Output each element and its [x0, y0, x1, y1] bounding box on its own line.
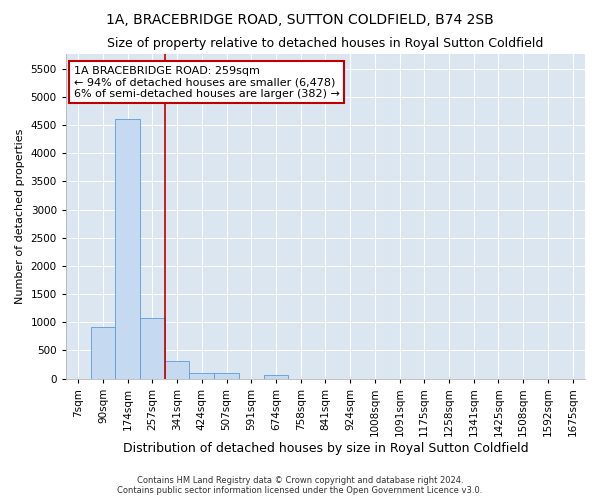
- Bar: [91, 327, 115, 378]
- X-axis label: Distribution of detached houses by size in Royal Sutton Coldfield: Distribution of detached houses by size …: [122, 442, 528, 455]
- Bar: [115, 120, 140, 378]
- Text: Contains HM Land Registry data © Crown copyright and database right 2024.
Contai: Contains HM Land Registry data © Crown c…: [118, 476, 482, 495]
- Title: Size of property relative to detached houses in Royal Sutton Coldfield: Size of property relative to detached ho…: [107, 38, 544, 51]
- Text: 1A, BRACEBRIDGE ROAD, SUTTON COLDFIELD, B74 2SB: 1A, BRACEBRIDGE ROAD, SUTTON COLDFIELD, …: [106, 12, 494, 26]
- Y-axis label: Number of detached properties: Number of detached properties: [15, 129, 25, 304]
- Bar: [140, 318, 165, 378]
- Bar: [263, 376, 289, 378]
- Text: 1A BRACEBRIDGE ROAD: 259sqm
← 94% of detached houses are smaller (6,478)
6% of s: 1A BRACEBRIDGE ROAD: 259sqm ← 94% of det…: [74, 66, 340, 99]
- Bar: [214, 374, 239, 378]
- Bar: [165, 361, 190, 378]
- Bar: [190, 373, 214, 378]
